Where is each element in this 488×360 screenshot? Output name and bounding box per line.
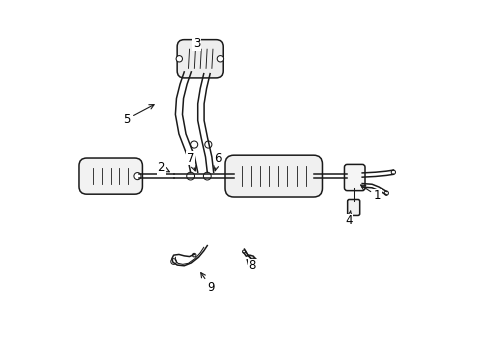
Ellipse shape [186, 172, 194, 180]
Ellipse shape [176, 55, 182, 62]
Text: 2: 2 [157, 161, 169, 174]
FancyBboxPatch shape [224, 155, 322, 197]
Ellipse shape [192, 253, 196, 257]
Ellipse shape [204, 141, 211, 148]
FancyBboxPatch shape [79, 158, 142, 194]
Ellipse shape [242, 250, 245, 253]
Text: 8: 8 [246, 259, 255, 272]
Ellipse shape [203, 172, 211, 180]
FancyBboxPatch shape [344, 165, 364, 191]
Text: 3: 3 [193, 37, 200, 50]
Ellipse shape [252, 258, 256, 262]
Ellipse shape [384, 191, 387, 195]
FancyBboxPatch shape [177, 40, 223, 78]
Ellipse shape [134, 172, 141, 180]
Text: 6: 6 [213, 152, 221, 171]
Ellipse shape [217, 55, 223, 62]
Text: 4: 4 [345, 211, 352, 227]
Text: 9: 9 [200, 273, 214, 293]
Text: 5: 5 [123, 105, 154, 126]
FancyBboxPatch shape [347, 199, 359, 215]
Text: 7: 7 [186, 152, 196, 171]
Ellipse shape [170, 259, 176, 264]
Ellipse shape [190, 141, 197, 148]
Text: 1: 1 [360, 185, 380, 202]
Ellipse shape [390, 170, 395, 174]
